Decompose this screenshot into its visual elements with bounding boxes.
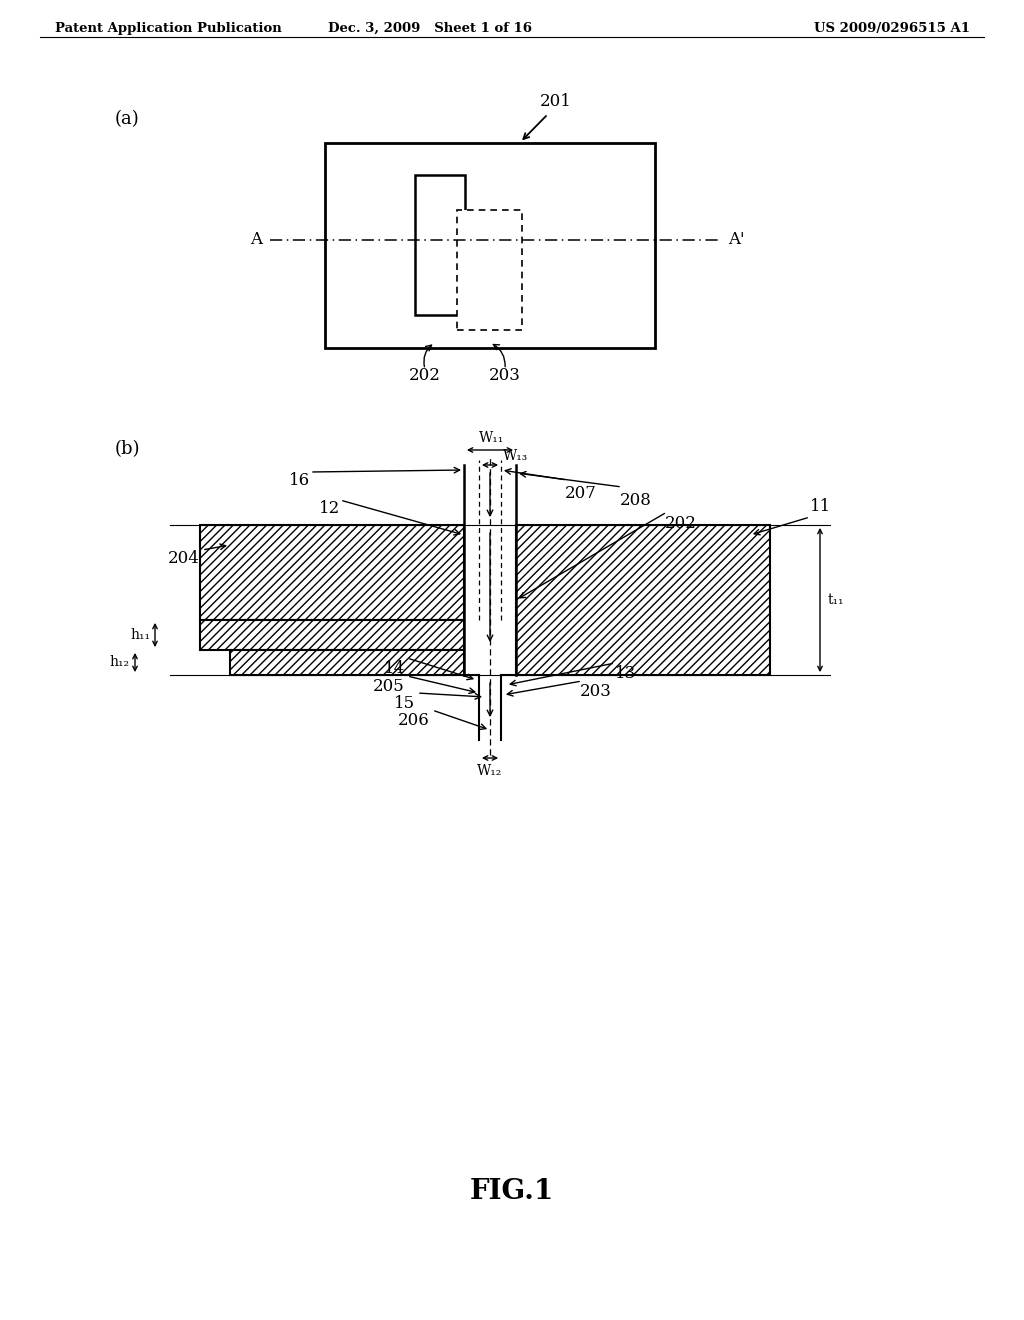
Text: 203: 203 (489, 367, 521, 384)
Text: 203: 203 (580, 682, 612, 700)
Bar (200, 620, 464, 649)
Text: 202: 202 (665, 515, 697, 532)
Bar (325, 143, 655, 347)
Text: h₁₂: h₁₂ (110, 656, 130, 669)
Text: 204: 204 (168, 550, 200, 568)
Text: h₁₁: h₁₁ (130, 628, 150, 642)
Bar (200, 525, 464, 620)
Text: A': A' (728, 231, 744, 248)
Bar (230, 649, 464, 675)
Bar (516, 525, 770, 675)
Bar (230, 649, 464, 675)
Text: (b): (b) (115, 440, 140, 458)
Text: 201: 201 (540, 92, 571, 110)
Text: 11: 11 (810, 498, 831, 515)
Text: W₁₂: W₁₂ (477, 764, 503, 777)
Text: 12: 12 (318, 500, 340, 517)
Text: 15: 15 (394, 696, 415, 711)
Text: 16: 16 (289, 473, 310, 488)
Bar (415, 176, 465, 315)
Text: 208: 208 (620, 492, 652, 510)
Text: 13: 13 (615, 665, 636, 682)
Text: Patent Application Publication: Patent Application Publication (55, 22, 282, 36)
Text: W₁₃: W₁₃ (503, 449, 528, 463)
Bar (200, 620, 464, 649)
Text: FIG.1: FIG.1 (470, 1177, 554, 1205)
Text: A: A (250, 231, 262, 248)
Text: 14: 14 (384, 660, 406, 677)
Text: 202: 202 (409, 367, 441, 384)
Text: (a): (a) (115, 110, 139, 128)
Text: 206: 206 (398, 711, 430, 729)
Text: 207: 207 (565, 484, 597, 502)
Text: US 2009/0296515 A1: US 2009/0296515 A1 (814, 22, 970, 36)
Bar (200, 525, 464, 620)
Text: 205: 205 (374, 678, 406, 696)
Bar (516, 525, 770, 675)
Bar (457, 210, 522, 330)
Text: Dec. 3, 2009   Sheet 1 of 16: Dec. 3, 2009 Sheet 1 of 16 (328, 22, 532, 36)
Text: t₁₁: t₁₁ (828, 593, 845, 607)
Text: W₁₁: W₁₁ (479, 432, 505, 445)
